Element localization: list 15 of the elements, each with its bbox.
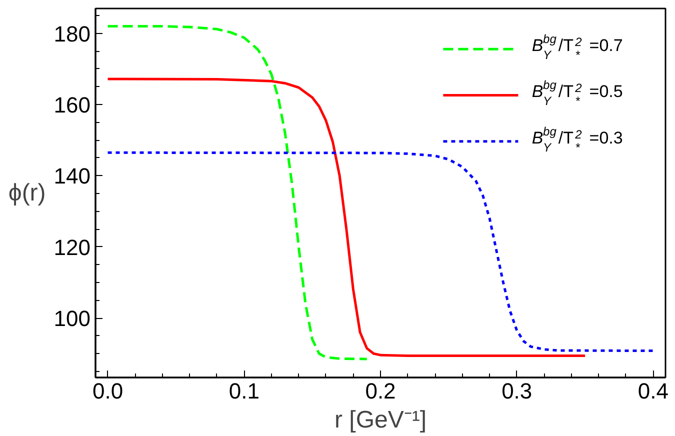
y-tick-label: 120: [54, 234, 91, 260]
line-series: [106, 151, 654, 352]
x-tick-label: 0.2: [365, 378, 396, 404]
y-tick-label: 160: [54, 92, 91, 118]
x-tick-label: 0.4: [638, 378, 669, 404]
y-tick-label: 100: [54, 306, 91, 332]
x-tick-label: 0.1: [228, 378, 260, 404]
y-tick-label: 140: [54, 164, 91, 189]
y-axis-title: ϕ(r): [8, 180, 46, 206]
x-tick-label: 0.0: [92, 378, 124, 404]
line-series: [106, 78, 586, 358]
x-axis-title: r [GeV⁻¹]: [334, 406, 427, 434]
line-series: [106, 25, 368, 360]
y-tick-label: 180: [54, 21, 91, 46]
x-tick-label: 0.3: [502, 378, 532, 404]
